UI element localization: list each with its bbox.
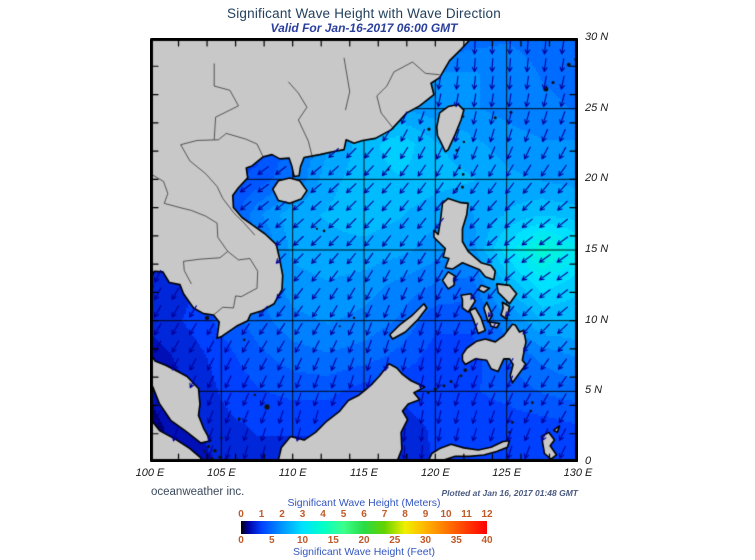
legend-feet-tick: 15 — [327, 535, 339, 546]
lon-tick-label: 115 E — [350, 467, 378, 479]
lon-tick-label: 125 E — [492, 467, 522, 479]
legend-meters-tick: 9 — [422, 509, 429, 520]
legend-meters-tick: 5 — [340, 509, 347, 520]
credit-text: oceanweather inc. — [151, 486, 245, 498]
legend-meters-ticks: 0 1 2 3 4 5 6 7 8 9 10 11 12 — [238, 509, 492, 520]
lat-tick-label: 25 N — [585, 101, 609, 114]
legend-feet-tick: 5 — [268, 535, 275, 546]
wave-map-canvas — [150, 38, 578, 462]
lat-tick-label: 20 N — [585, 172, 609, 185]
legend-meters-tick: 1 — [258, 509, 265, 520]
legend-meters-tick: 4 — [320, 509, 326, 520]
legend-feet-tick: 40 — [481, 535, 493, 546]
legend-colorbar — [241, 521, 487, 534]
legend-meters-tick: 8 — [402, 509, 408, 520]
valid-time-subtitle: Valid For Jan-16-2017 06:00 GMT — [270, 21, 458, 35]
lat-tick-label: 0 — [585, 455, 592, 467]
lon-tick-label: 130 E — [563, 467, 593, 479]
lon-tick-label: 105 E — [206, 467, 236, 479]
lat-tick-label: 30 N — [585, 31, 609, 43]
legend-meters-tick: 6 — [361, 509, 367, 520]
legend-meters-tick: 7 — [381, 509, 388, 520]
lon-tick-label: 100 E — [135, 467, 165, 479]
lon-tick-label: 110 E — [278, 467, 307, 479]
legend-title-feet: Significant Wave Height (Feet) — [292, 546, 435, 558]
legend-meters-tick: 2 — [279, 509, 285, 520]
lon-tick-label: 120 E — [420, 467, 450, 479]
page-title: Significant Wave Height with Wave Direct… — [227, 6, 501, 21]
legend-feet-ticks: 0 5 10 15 20 25 30 35 40 — [238, 535, 492, 546]
legend-feet-tick: 25 — [389, 535, 401, 546]
legend-feet-tick: 10 — [296, 535, 309, 546]
legend-feet-tick: 30 — [419, 535, 432, 546]
lat-tick-label: 15 N — [585, 243, 609, 255]
lat-tick-label: 10 N — [585, 313, 609, 326]
plotted-timestamp: Plotted at Jan 16, 2017 01:48 GMT — [441, 488, 578, 498]
legend-feet-tick: 0 — [238, 535, 244, 546]
legend-title-meters: Significant Wave Height (Meters) — [287, 497, 441, 509]
legend-meters-tick: 11 — [461, 509, 472, 520]
legend-feet-tick: 35 — [450, 535, 462, 546]
lat-tick-label: 5 N — [585, 384, 603, 397]
legend-meters-tick: 3 — [299, 509, 306, 520]
legend-meters-tick: 10 — [440, 509, 452, 520]
legend-meters-tick: 0 — [238, 509, 244, 520]
legend-meters-tick: 12 — [481, 509, 493, 520]
legend-feet-tick: 20 — [358, 535, 370, 546]
